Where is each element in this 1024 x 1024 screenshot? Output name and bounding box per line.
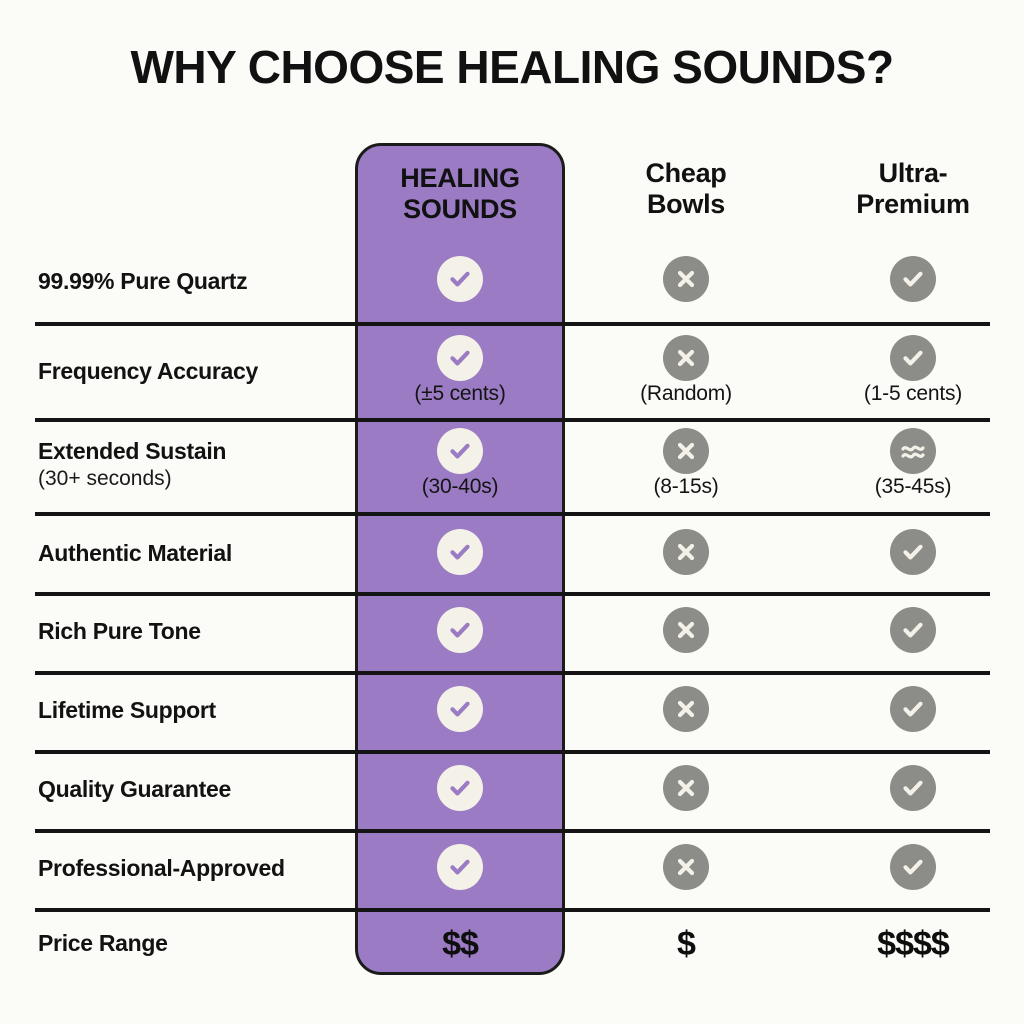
column-header-ultra-line2: Premium <box>856 189 970 220</box>
price-value: $$ <box>442 925 479 963</box>
approximate-icon <box>890 428 936 474</box>
row-sublabel: (30+ seconds) <box>38 467 172 491</box>
row-label-text: Authentic Material <box>38 540 232 566</box>
row-label-text: Rich Pure Tone <box>38 618 201 644</box>
row-divider <box>35 671 990 675</box>
column-header-ultra-line1: Ultra- <box>878 158 948 188</box>
column-header-healing-line2: SOUNDS <box>403 194 517 225</box>
row-label-text: Quality Guarantee <box>38 776 232 802</box>
row-label-text: Professional-Approved <box>38 855 285 881</box>
row-divider <box>35 592 990 596</box>
check-icon <box>437 765 483 811</box>
row-divider <box>35 750 990 754</box>
cell-note: (35-45s) <box>874 475 952 498</box>
check-icon <box>437 607 483 653</box>
cell-note: (±5 cents) <box>414 382 506 405</box>
cross-icon <box>663 765 709 811</box>
row-divider <box>35 322 990 326</box>
cross-icon <box>663 335 709 381</box>
cross-icon <box>663 428 709 474</box>
row-label: Authentic Material <box>38 540 348 567</box>
cell-cheap-bowls <box>586 256 786 302</box>
cell-ultra-premium <box>813 256 1013 302</box>
check-icon <box>890 765 936 811</box>
row-label: Rich Pure Tone <box>38 618 348 645</box>
cell-healing-sounds <box>355 607 565 653</box>
cell-healing-sounds <box>355 256 565 302</box>
check-icon <box>437 529 483 575</box>
row-label: Professional-Approved <box>38 855 348 882</box>
cell-cheap-bowls <box>586 607 786 653</box>
check-icon <box>890 335 936 381</box>
row-label: Price Range <box>38 930 348 957</box>
cell-cheap-bowls <box>586 529 786 575</box>
cell-healing-sounds <box>355 765 565 811</box>
row-label-text: Price Range <box>38 930 168 956</box>
cell-ultra-premium: (35-45s) <box>813 428 1013 499</box>
check-icon <box>437 686 483 732</box>
cell-ultra-premium: $$$$ <box>813 925 1013 964</box>
column-header-healing-line1: HEALING <box>400 163 520 193</box>
check-icon <box>437 335 483 381</box>
row-label-text: Extended Sustain <box>38 438 227 464</box>
cell-note: (8-15s) <box>653 475 719 498</box>
check-icon <box>890 686 936 732</box>
cell-ultra-premium <box>813 844 1013 890</box>
row-label-text: Lifetime Support <box>38 697 216 723</box>
cell-cheap-bowls <box>586 765 786 811</box>
cell-note: (1-5 cents) <box>863 382 963 405</box>
cell-healing-sounds: $$ <box>355 925 565 964</box>
cross-icon <box>663 686 709 732</box>
check-icon <box>437 844 483 890</box>
cell-ultra-premium <box>813 529 1013 575</box>
row-label: Frequency Accuracy <box>38 358 348 385</box>
cross-icon <box>663 844 709 890</box>
cell-healing-sounds <box>355 686 565 732</box>
check-icon <box>890 607 936 653</box>
page-title: WHY CHOOSE HEALING SOUNDS? <box>130 41 894 93</box>
cross-icon <box>663 529 709 575</box>
cell-ultra-premium <box>813 607 1013 653</box>
cell-ultra-premium <box>813 686 1013 732</box>
check-icon <box>437 428 483 474</box>
row-divider <box>35 418 990 422</box>
row-label: 99.99% Pure Quartz <box>38 268 348 295</box>
cell-cheap-bowls: (8-15s) <box>586 428 786 499</box>
column-header-cheap-bowls: Cheap Bowls <box>586 158 786 238</box>
row-label: Lifetime Support <box>38 697 348 724</box>
row-divider <box>35 512 990 516</box>
column-header-healing-sounds: HEALING SOUNDS <box>355 163 565 243</box>
check-icon <box>890 844 936 890</box>
row-divider <box>35 829 990 833</box>
cell-note: (30-40s) <box>421 475 499 498</box>
cell-cheap-bowls <box>586 844 786 890</box>
row-label-text: 99.99% Pure Quartz <box>38 268 248 294</box>
cell-note: (Random) <box>640 382 732 405</box>
cross-icon <box>663 607 709 653</box>
check-icon <box>890 529 936 575</box>
cell-cheap-bowls: $ <box>586 925 786 964</box>
cell-cheap-bowls <box>586 686 786 732</box>
cell-ultra-premium: (1-5 cents) <box>813 335 1013 406</box>
column-header-ultra-premium: Ultra- Premium <box>813 158 1013 238</box>
row-label-text: Frequency Accuracy <box>38 358 259 384</box>
cell-healing-sounds <box>355 529 565 575</box>
row-divider <box>35 908 990 912</box>
check-icon <box>437 256 483 302</box>
cross-icon <box>663 256 709 302</box>
row-label: Extended Sustain (30+ seconds) <box>38 438 348 492</box>
price-value: $ <box>677 925 696 963</box>
cell-healing-sounds <box>355 844 565 890</box>
price-value: $$$$ <box>877 925 950 963</box>
row-label: Quality Guarantee <box>38 776 348 803</box>
check-icon <box>890 256 936 302</box>
cell-ultra-premium <box>813 765 1013 811</box>
column-header-cheap-line1: Cheap <box>645 158 727 188</box>
column-header-cheap-line2: Bowls <box>646 189 725 220</box>
cell-healing-sounds: (30-40s) <box>355 428 565 499</box>
cell-healing-sounds: (±5 cents) <box>355 335 565 406</box>
cell-cheap-bowls: (Random) <box>586 335 786 406</box>
